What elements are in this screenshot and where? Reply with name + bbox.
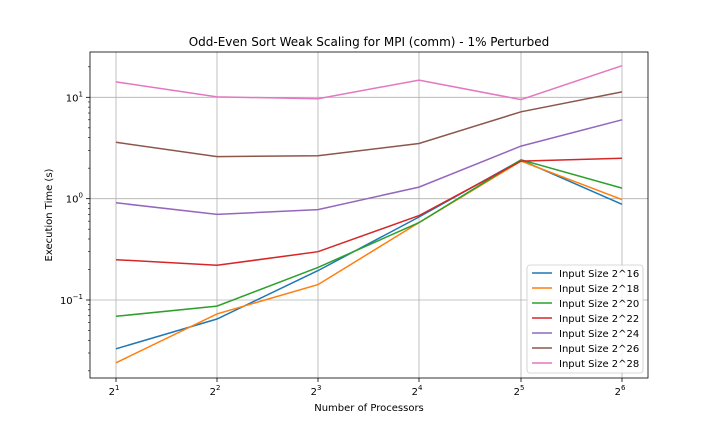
y-tick-base: 10	[66, 93, 79, 104]
y-tick-base: 10	[66, 195, 79, 206]
legend-label: Input Size 2^20	[559, 299, 639, 310]
x-tick-label: 24	[412, 384, 423, 398]
legend-label: Input Size 2^16	[559, 269, 639, 280]
y-tick-label: 101	[66, 90, 83, 104]
legend-label: Input Size 2^28	[559, 359, 639, 370]
y-tick-base: 10	[60, 296, 73, 307]
series-line-3	[115, 158, 623, 318]
x-tick-exponent: 6	[621, 384, 626, 392]
x-tick-label: 21	[109, 384, 120, 398]
legend-label: Input Size 2^22	[559, 314, 639, 325]
x-tick-exponent: 4	[418, 384, 423, 392]
legend-label: Input Size 2^18	[559, 284, 639, 295]
series-line-7	[115, 64, 623, 101]
x-tick-label: 26	[615, 384, 626, 398]
series-line-2	[115, 160, 623, 364]
chart-title: Odd-Even Sort Weak Scaling for MPI (comm…	[189, 35, 550, 49]
x-tick-exponent: 1	[115, 384, 119, 392]
x-tick-label: 23	[311, 384, 322, 398]
x-tick-label: 25	[514, 384, 525, 398]
series-lines	[115, 64, 623, 364]
legend: Input Size 2^16 Input Size 2^18 Input Size…	[526, 264, 644, 374]
x-axis-label: Number of Processors	[314, 403, 424, 414]
y-tick-exponent: 0	[79, 192, 83, 200]
legend-label: Input Size 2^24	[559, 329, 639, 340]
plot-frame	[89, 51, 649, 379]
x-tick-exponent: 2	[216, 384, 220, 392]
series-line-5	[115, 119, 623, 216]
y-tick-exponent: 1	[79, 90, 83, 98]
y-tick-label: 100	[66, 192, 83, 206]
series-line-6	[115, 91, 623, 158]
y-tick-exponent: −1	[73, 293, 83, 301]
y-axis-label: Execution Time (s)	[44, 168, 55, 261]
series-line-4	[115, 157, 623, 267]
x-tick-label: 22	[210, 384, 221, 398]
legend-box	[526, 264, 644, 374]
x-tick-exponent: 5	[520, 384, 524, 392]
legend-items: Input Size 2^16 Input Size 2^18 Input Size…	[532, 269, 639, 370]
x-tick-exponent: 3	[317, 384, 321, 392]
y-tick-label: 10−1	[60, 293, 83, 307]
legend-label: Input Size 2^26	[559, 344, 639, 355]
